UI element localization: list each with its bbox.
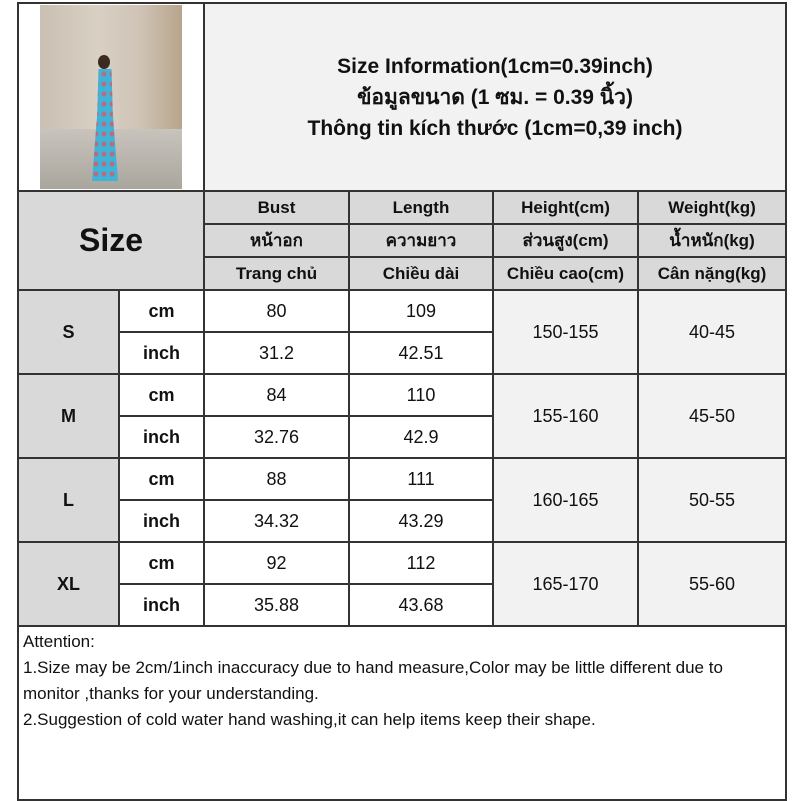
note-1: 1.Size may be 2cm/1inch inaccuracy due t… <box>23 658 723 703</box>
table-row: M cm 84 110 155-160 45-50 <box>17 373 788 459</box>
table-row: XL cm 92 112 165-170 55-60 <box>17 541 788 627</box>
header-height-en: Height(cm) <box>492 190 639 225</box>
unit-cm: cm <box>118 541 205 585</box>
unit-cm: cm <box>118 373 205 417</box>
unit-inch: inch <box>118 499 205 543</box>
header-bust-en: Bust <box>203 190 350 225</box>
product-photo <box>40 5 182 189</box>
bust-cm: 92 <box>203 541 350 585</box>
title-vietnamese: Thông tin kích thước (1cm=0,39 inch) <box>307 116 683 140</box>
size-info-title: Size Information(1cm=0.39inch) ข้อมูลขนา… <box>202 2 788 192</box>
length-cm: 110 <box>348 373 494 417</box>
unit-inch: inch <box>118 331 205 375</box>
size-chart: Size Information(1cm=0.39inch) ข้อมูลขนา… <box>16 2 788 801</box>
table-row: inch 34.32 43.29 <box>18 499 786 543</box>
table-row: inch 31.2 42.51 <box>18 331 786 375</box>
bust-cm: 80 <box>203 289 350 333</box>
length-cm: 112 <box>348 541 494 585</box>
size-xl: XL <box>17 541 120 627</box>
length-cm: 109 <box>348 289 494 333</box>
height-range: 165-170 <box>492 541 639 627</box>
attention-notes: Attention: 1.Size may be 2cm/1inch inacc… <box>16 625 788 801</box>
size-l: L <box>17 457 120 543</box>
unit-cm: cm <box>118 289 205 333</box>
header-length-th: ความยาว <box>348 223 494 258</box>
length-inch: 42.51 <box>348 331 494 375</box>
weight-range: 40-45 <box>636 289 788 375</box>
height-range: 150-155 <box>492 289 639 375</box>
size-header: Size <box>17 190 205 291</box>
unit-inch: inch <box>118 415 205 459</box>
note-2: 2.Suggestion of cold water hand washing,… <box>23 710 596 729</box>
bust-cm: 84 <box>203 373 350 417</box>
product-photo-cell <box>17 2 205 192</box>
title-english: Size Information(1cm=0.39inch) <box>337 54 653 78</box>
unit-inch: inch <box>118 583 205 627</box>
header-bust-th: หน้าอก <box>203 223 350 258</box>
header-bust-vi: Trang chủ <box>203 256 350 291</box>
length-inch: 42.9 <box>348 415 494 459</box>
header-length-vi: Chiều dài <box>348 256 494 291</box>
length-cm: 111 <box>348 457 494 501</box>
header-weight-th: น้ำหนัก(kg) <box>636 223 788 258</box>
header-length-en: Length <box>348 190 494 225</box>
table-row: S cm 80 109 150-155 40-45 <box>17 289 788 375</box>
table-row: inch 32.76 42.9 <box>18 415 786 459</box>
header-weight-en: Weight(kg) <box>636 190 788 225</box>
bust-inch: 35.88 <box>203 583 350 627</box>
height-range: 155-160 <box>492 373 639 459</box>
size-s: S <box>17 289 120 375</box>
height-range: 160-165 <box>492 457 639 543</box>
size-table: Size Information(1cm=0.39inch) ข้อมูลขนา… <box>16 2 788 801</box>
header-height-vi: Chiều cao(cm) <box>492 256 639 291</box>
size-m: M <box>17 373 120 459</box>
title-thai: ข้อมูลขนาด (1 ซม. = 0.39 นิ้ว) <box>357 85 633 109</box>
weight-range: 45-50 <box>636 373 788 459</box>
length-inch: 43.68 <box>348 583 494 627</box>
header-height-th: ส่วนสูง(cm) <box>492 223 639 258</box>
weight-range: 55-60 <box>636 541 788 627</box>
header-weight-vi: Cân nặng(kg) <box>636 256 788 291</box>
bust-inch: 31.2 <box>203 331 350 375</box>
table-row: L cm 88 111 160-165 50-55 <box>17 457 788 543</box>
notes-heading: Attention: <box>23 632 95 651</box>
table-row: inch 35.88 43.68 <box>18 583 786 627</box>
unit-cm: cm <box>118 457 205 501</box>
bust-cm: 88 <box>203 457 350 501</box>
length-inch: 43.29 <box>348 499 494 543</box>
bust-inch: 32.76 <box>203 415 350 459</box>
weight-range: 50-55 <box>636 457 788 543</box>
bust-inch: 34.32 <box>203 499 350 543</box>
